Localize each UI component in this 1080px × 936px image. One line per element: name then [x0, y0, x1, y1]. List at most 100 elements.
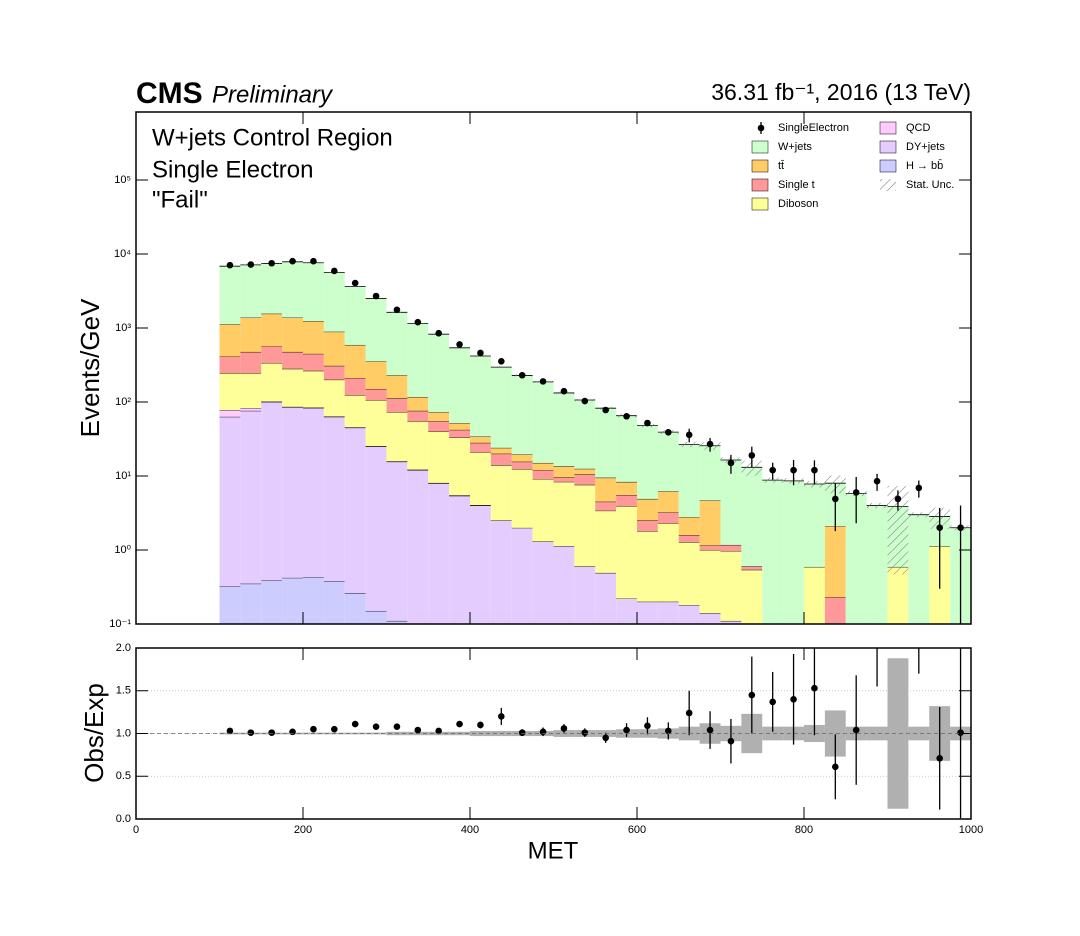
stack-segment [657, 432, 679, 492]
ratio-y-axis-label: Obs/Exp [79, 683, 109, 783]
data-point [644, 419, 651, 427]
stack-segment [553, 477, 575, 482]
data-point [247, 261, 255, 268]
stack-segment [699, 500, 721, 546]
ratio-point [289, 728, 296, 736]
data-point [811, 466, 818, 474]
stat-unc-band [762, 726, 784, 741]
ratio-y-tick-label: 0.0 [116, 813, 131, 825]
y-tick-label: 10⁰ [114, 544, 131, 556]
data-point [560, 387, 568, 395]
stack-segment [720, 544, 742, 551]
y-tick-label: 10⁴ [114, 248, 131, 260]
stack-segment [741, 566, 763, 570]
ratio-point [832, 763, 839, 771]
stack-segment [407, 421, 429, 470]
ratio-point [727, 737, 735, 745]
data-point [414, 318, 422, 326]
stack-segment [219, 266, 241, 325]
stat-unc-hatch [741, 460, 763, 476]
data-point [372, 292, 380, 300]
stack-segment [449, 423, 470, 430]
lumi-label: 36.31 fb⁻¹, 2016 (13 TeV) [711, 79, 971, 105]
experiment-label: CMS [136, 77, 203, 110]
legend-label: H → bb̄ [906, 159, 943, 172]
x-tick-label: 800 [795, 824, 813, 836]
legend-label: QCD [906, 122, 931, 134]
stack-segment [741, 569, 763, 624]
ratio-point [518, 729, 526, 736]
data-point [706, 440, 714, 448]
stack-segment [699, 550, 721, 614]
y-axis-label: Events/GeV [75, 298, 105, 437]
ratio-point [644, 722, 651, 730]
stack-segment [490, 447, 512, 454]
ratio-point [685, 709, 693, 717]
data-point [498, 357, 505, 365]
stack-segment [261, 402, 283, 581]
stack-segment [637, 520, 658, 532]
stack-segment [657, 523, 679, 602]
stack-segment [511, 469, 533, 528]
stack-segment [386, 412, 408, 462]
stack-segment [490, 367, 512, 448]
ratio-point [581, 729, 589, 736]
stack-segment [449, 347, 470, 424]
stack-segment [553, 466, 575, 478]
x-tick-label: 200 [294, 824, 312, 836]
stack-segment [323, 379, 345, 417]
ratio-point [852, 726, 860, 734]
stat-unc-hatch [449, 347, 470, 349]
legend-swatch [879, 159, 897, 173]
legend-swatch [751, 140, 769, 154]
stat-unc-hatch [908, 512, 930, 518]
legend-swatch [751, 178, 769, 192]
stack-segment [616, 506, 637, 599]
ratio-point [665, 727, 672, 735]
stack-segment [824, 597, 846, 624]
stack-segment [240, 410, 262, 584]
data-point [351, 279, 359, 287]
stack-segment [720, 459, 742, 545]
stack-segment [407, 323, 429, 397]
ratio-point [247, 729, 255, 736]
stack-segment [365, 610, 387, 624]
legend-swatch [879, 140, 897, 154]
stack-segment [365, 446, 387, 611]
stat-unc-hatch [866, 502, 888, 509]
stack-segment [616, 415, 637, 482]
stack-segment [407, 410, 429, 422]
stack-segment [219, 409, 241, 417]
stack-segment [344, 344, 366, 379]
ratio-point [331, 725, 338, 733]
ratio-point [477, 721, 484, 729]
stack-segment [574, 474, 596, 485]
stack-segment [386, 375, 408, 399]
ratio-point [957, 729, 964, 736]
stack-segment [282, 368, 303, 407]
stack-segment [470, 442, 491, 453]
data-point [310, 257, 317, 265]
legend-label: Diboson [778, 198, 818, 210]
y-tick-label: 10⁵ [114, 174, 131, 186]
stack-segment [344, 395, 366, 428]
stack-segment [407, 470, 429, 624]
stack-segment [428, 640, 449, 644]
stack-segment [595, 501, 617, 511]
main-plot-area [219, 257, 971, 644]
stack-segment [470, 356, 491, 437]
stack-segment [532, 479, 554, 542]
stack-segment [386, 461, 408, 621]
annotation: "Fail" [152, 186, 208, 213]
stack-segment [303, 353, 324, 371]
stack-segment [574, 484, 596, 567]
data-point [539, 378, 547, 385]
data-point [727, 459, 735, 467]
x-tick-label: 1000 [959, 824, 983, 836]
stack-segment [511, 461, 533, 470]
stack-segment [574, 566, 596, 624]
legend-marker [757, 124, 765, 132]
ratio-point [268, 729, 275, 736]
legend-swatch [880, 179, 896, 191]
stack-segment [428, 421, 450, 432]
